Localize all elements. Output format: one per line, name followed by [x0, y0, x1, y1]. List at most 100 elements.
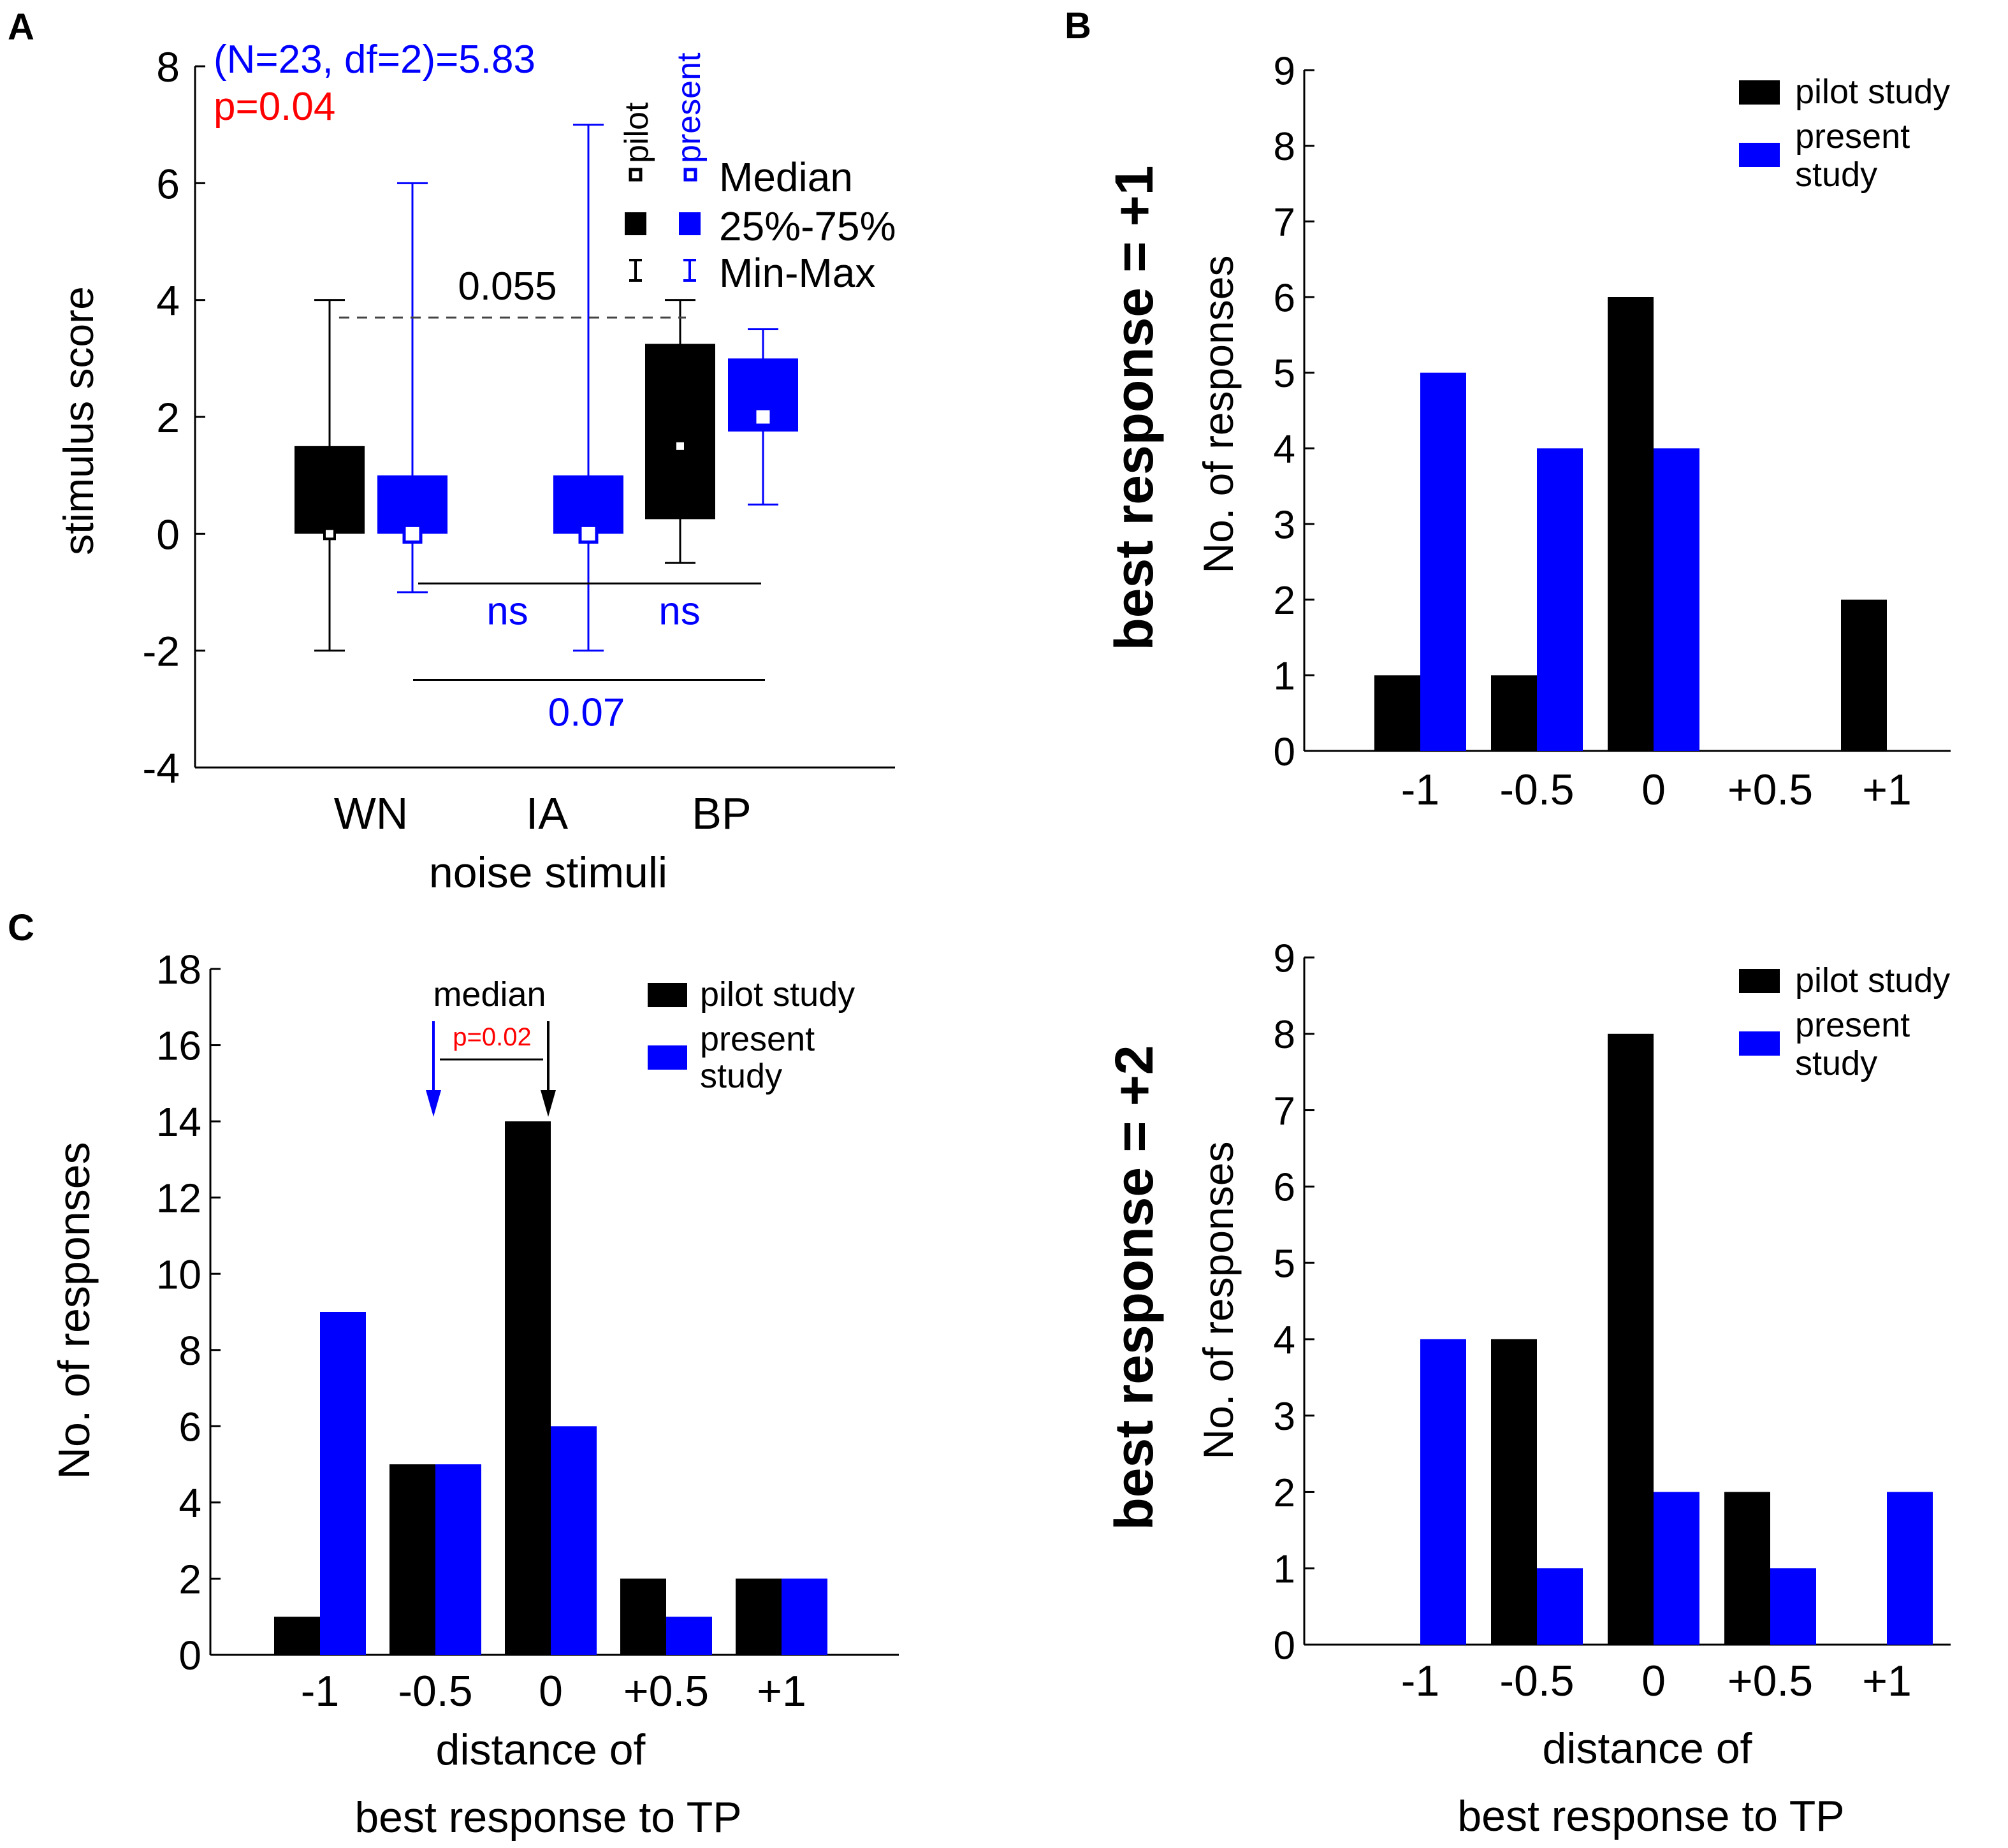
panel-b: best response = +1 No. of responses 0 1 2 3… [1104, 49, 1951, 814]
y-tick-label: 0 [156, 511, 180, 558]
x-tick-label: WN [334, 789, 409, 838]
legend-col-pilot: pilot [618, 102, 655, 163]
bar-present-0 [1654, 448, 1699, 751]
panel-b-plot [1303, 70, 1951, 752]
y-tick-label: 2 [178, 1556, 201, 1602]
y-tick-label: 16 [156, 1023, 201, 1069]
y-tick-label: 8 [1274, 125, 1295, 169]
bar-present--0.5 [1537, 448, 1583, 751]
bar-present-0 [551, 1426, 597, 1655]
x-tick-label: +1 [1862, 766, 1912, 814]
bar-pilot-+1 [736, 1578, 782, 1655]
panel-d-xlabel-2: best response to TP [1457, 1792, 1844, 1840]
y-tick-label: 8 [1274, 1013, 1295, 1057]
bar-pilot-0 [1608, 1033, 1654, 1645]
bar-present--1 [320, 1312, 366, 1655]
legend-present-label-1: present [1795, 117, 1910, 156]
panel-a-y-ticks: 8 6 4 2 0 -2 -4 [142, 43, 205, 792]
panel-b-y-ticks: 0 1 2 3 4 5 6 7 8 9 [1274, 49, 1314, 774]
comparison-label-ns-1: ns [486, 589, 528, 633]
legend-present-label-1: present [1795, 1006, 1910, 1044]
panel-d-xlabel-1: distance of [1543, 1724, 1752, 1773]
panel-c: No. of responses 0 2 4 6 8 10 12 14 16 18 -1 -0.5 0… [49, 947, 899, 1842]
iqr-box-pilot-WN [295, 446, 365, 534]
comparison-label-wn-bp: 0.055 [458, 265, 557, 309]
bar-present--0.5 [435, 1464, 481, 1655]
y-tick-label: 9 [1274, 936, 1295, 980]
y-tick-label: 6 [156, 160, 180, 207]
legend-iqr-present-icon [679, 212, 701, 235]
y-tick-label: 0 [1274, 1624, 1295, 1668]
iqr-box-pilot-BP [645, 344, 715, 520]
panel-c-xlabel-2: best response to TP [354, 1793, 741, 1842]
legend-median-pilot-icon [629, 168, 643, 182]
panel-a-x-ticks: WN IA BP [334, 789, 752, 838]
bar-pilot-0 [505, 1121, 551, 1655]
legend-present-swatch [1739, 143, 1780, 167]
bar-pilot--0.5 [1491, 1339, 1537, 1645]
x-tick-label: BP [692, 789, 751, 838]
legend-present-swatch [648, 1045, 687, 1070]
y-tick-label: 2 [1274, 579, 1295, 623]
legend-present-label-2: study [700, 1057, 782, 1095]
y-tick-label: 18 [156, 947, 201, 993]
panel-d-ylabel: No. of responses [1195, 1142, 1242, 1460]
panel-c-ylabel: No. of responses [49, 1142, 99, 1479]
x-tick-label: -0.5 [398, 1667, 472, 1715]
panel-a-xlabel: noise stimuli [429, 848, 667, 897]
comparison-label-0.07: 0.07 [548, 691, 625, 735]
x-tick-label: +1 [1862, 1657, 1912, 1705]
bar-pilot-+1 [1841, 599, 1887, 751]
y-tick-label: 1 [1274, 1548, 1295, 1592]
median-marker-present-BP [753, 407, 773, 427]
y-tick-label: 5 [1274, 352, 1295, 396]
x-tick-label: +1 [757, 1667, 806, 1715]
median-marker-present-WN [402, 523, 423, 544]
panel-a-stats-line1: (N=23, df=2)=5.83 [214, 38, 535, 82]
legend-present-label-2: study [1795, 1044, 1877, 1082]
panel-b-side-label: best response = +1 [1104, 165, 1164, 650]
panel-d-plot [1303, 957, 1951, 1646]
y-tick-label: 14 [156, 1099, 201, 1145]
panel-a: (N=23, df=2)=5.83 p=0.04 stimulus score … [55, 38, 896, 897]
panel-c-y-ticks: 0 2 4 6 8 10 12 14 16 18 [156, 947, 221, 1678]
bar-present--1 [1420, 372, 1466, 751]
bar-pilot--1 [1374, 675, 1420, 751]
x-tick-label: +0.5 [623, 1667, 709, 1715]
panel-a-legend: pilot present Median 25%-75% Min-Max [618, 52, 896, 296]
panel-c-median-annotation: median p=0.02 [426, 975, 556, 1117]
legend-minmax-pilot-icon [629, 259, 642, 282]
y-tick-label: 0 [1274, 730, 1295, 774]
x-tick-label: 0 [1641, 766, 1666, 814]
bar-pilot--1 [274, 1617, 320, 1655]
x-tick-label: 0 [539, 1667, 563, 1715]
legend-pilot-label: pilot study [1795, 961, 1950, 1000]
median-marker-pilot-WN [323, 527, 336, 541]
median-marker-present-IA [578, 523, 599, 544]
y-tick-label: 10 [156, 1251, 201, 1297]
y-tick-label: 1 [1274, 655, 1295, 699]
legend-median-present-icon [683, 168, 697, 182]
legend-pilot-label: pilot study [700, 975, 855, 1014]
legend-present-label-2: study [1795, 156, 1877, 194]
bar-present--0.5 [1537, 1568, 1583, 1645]
bar-present-+0.5 [666, 1617, 712, 1655]
bar-present-+0.5 [1770, 1568, 1816, 1645]
panel-d-legend: pilot study present study [1739, 961, 1950, 1082]
y-tick-label: 4 [178, 1480, 201, 1526]
median-annotation-label: median [433, 975, 546, 1014]
panel-d-side-label: best response = +2 [1104, 1045, 1164, 1530]
panel-b-legend: pilot study present study [1739, 73, 1950, 194]
legend-pilot-swatch [1739, 969, 1780, 993]
x-tick-label: -0.5 [1499, 1657, 1574, 1705]
bar-pilot-+0.5 [1724, 1492, 1770, 1645]
bar-present--1 [1420, 1339, 1466, 1645]
legend-minmax-present-icon [683, 259, 696, 282]
panel-d-y-ticks: 0 1 2 3 4 5 6 7 8 9 [1274, 936, 1314, 1668]
x-tick-label: -1 [301, 1667, 339, 1715]
panel-c-plot [209, 969, 899, 1656]
y-tick-label: 2 [156, 394, 180, 441]
median-marker-pilot-BP [674, 439, 687, 453]
legend-iqr-label: 25%-75% [719, 203, 896, 249]
